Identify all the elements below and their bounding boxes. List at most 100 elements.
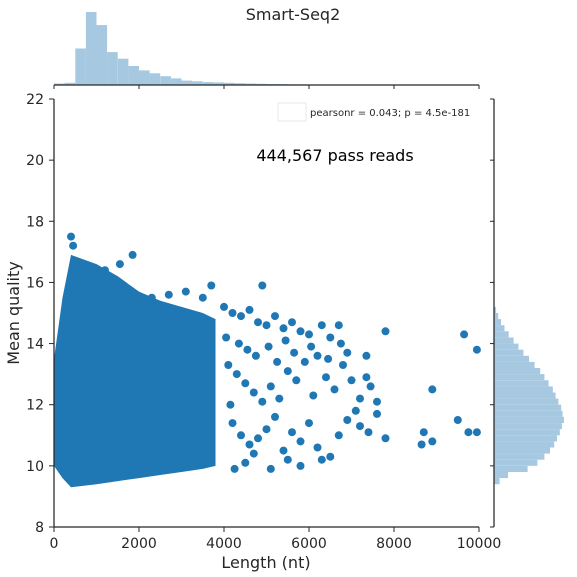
scatter-point [181,287,190,296]
scatter-point [362,373,371,382]
marginal-x-bar [128,66,139,85]
marginal-x-bar [107,52,118,85]
scatter-point [249,449,258,458]
marginal-y-bar [494,368,541,375]
marginal-y-bar [494,355,529,362]
marginal-y-histogram [494,306,564,485]
scatter-point [472,345,481,354]
scatter-point [254,434,262,443]
scatter-point [307,342,316,351]
scatter-point [262,425,271,434]
scatter-point [317,455,326,464]
scatter-point [220,302,228,311]
marginal-y-bar [494,392,556,399]
scatter-point [300,357,309,366]
scatter-point [305,419,313,428]
scatter-point [288,318,296,327]
scatter-point [96,275,105,284]
marginal-y-bar [494,337,514,344]
scatter-point [326,452,335,461]
scatter-point [147,293,156,302]
marginal-y-bar [494,306,497,313]
scatter-point [296,461,305,470]
scatter-point [115,260,124,269]
y-tick-label: 22 [26,92,44,108]
y-tick-label: 16 [26,275,44,291]
scatter-point [336,339,345,348]
scatter-point [419,428,428,437]
marginal-y-bar [494,361,535,368]
marginal-y-bar [494,398,559,405]
marginal-y-bar [494,441,555,448]
marginal-x-bar [85,12,97,85]
scatter-point [322,373,330,382]
scatter-point [258,397,267,406]
scatter-point [243,345,252,354]
marginal-x-bar [117,58,129,85]
scatter-point [273,357,282,366]
scatter-point [334,431,343,440]
marginal-y-bar [494,319,501,326]
marginal-y-bar [494,453,545,460]
scatter-point [296,437,305,446]
scatter-point [254,318,262,327]
scatter-point [381,327,390,336]
scatter-point [234,339,243,348]
scatter-point [266,382,275,391]
scatter-point [460,330,469,339]
marginal-y-bar [494,380,549,387]
marginal-x-bar [149,73,161,85]
marginal-y-bar [494,472,508,479]
scatter-point [296,327,305,336]
scatter-point [69,241,78,250]
scatter-point [230,464,239,473]
marginal-x-bar [245,83,256,85]
scatter-point [198,293,207,302]
scatter-points [67,232,481,473]
scatter-point [339,361,347,369]
scatter-point [128,250,137,259]
scatter-point [164,290,173,299]
scatter-point [326,333,335,342]
scatter-point [317,321,326,330]
marginal-x-bar [181,80,193,85]
marginal-x-bar [96,25,108,86]
marginal-x-bar [160,76,171,85]
scatter-point [241,379,250,388]
marginal-y-bar [494,325,505,332]
scatter-point [428,437,437,446]
scatter-point [226,400,235,409]
scatter-point [245,305,254,314]
scatter-point [232,370,241,379]
scatter-point [290,348,299,357]
scatter-point [249,388,258,397]
y-tick-label: 14 [26,337,44,353]
scatter-point [373,409,381,418]
marginal-x-bar [192,81,203,85]
scatter-point [262,321,271,330]
axes: 0 2000 4000 6000 8000 10000 8 10 12 14 16 18 20 22 [26,84,502,552]
scatter-point [237,312,245,321]
scatter-point [222,333,231,342]
scatter-point [237,431,245,440]
marginal-y-bar [494,478,500,485]
scatter-point [472,428,481,437]
scatter-point [224,361,233,369]
x-tick-label: 10000 [457,536,502,552]
scatter-point [313,351,322,360]
y-tick-label: 20 [26,153,44,169]
legend-text: pearsonr = 0.043; p = 4.5e-181 [310,108,470,119]
marginal-y-bar [494,459,538,466]
scatter-point [101,266,109,275]
y-tick-label: 18 [26,214,44,230]
scatter-point [309,391,318,400]
scatter-point [245,440,254,449]
scatter-point [271,412,279,421]
scatter-point [292,376,301,385]
scatter-point [275,394,284,403]
legend-swatch [277,102,307,122]
scatter-point [271,312,279,321]
scatter-point [264,342,273,351]
scatter-point [330,385,339,394]
